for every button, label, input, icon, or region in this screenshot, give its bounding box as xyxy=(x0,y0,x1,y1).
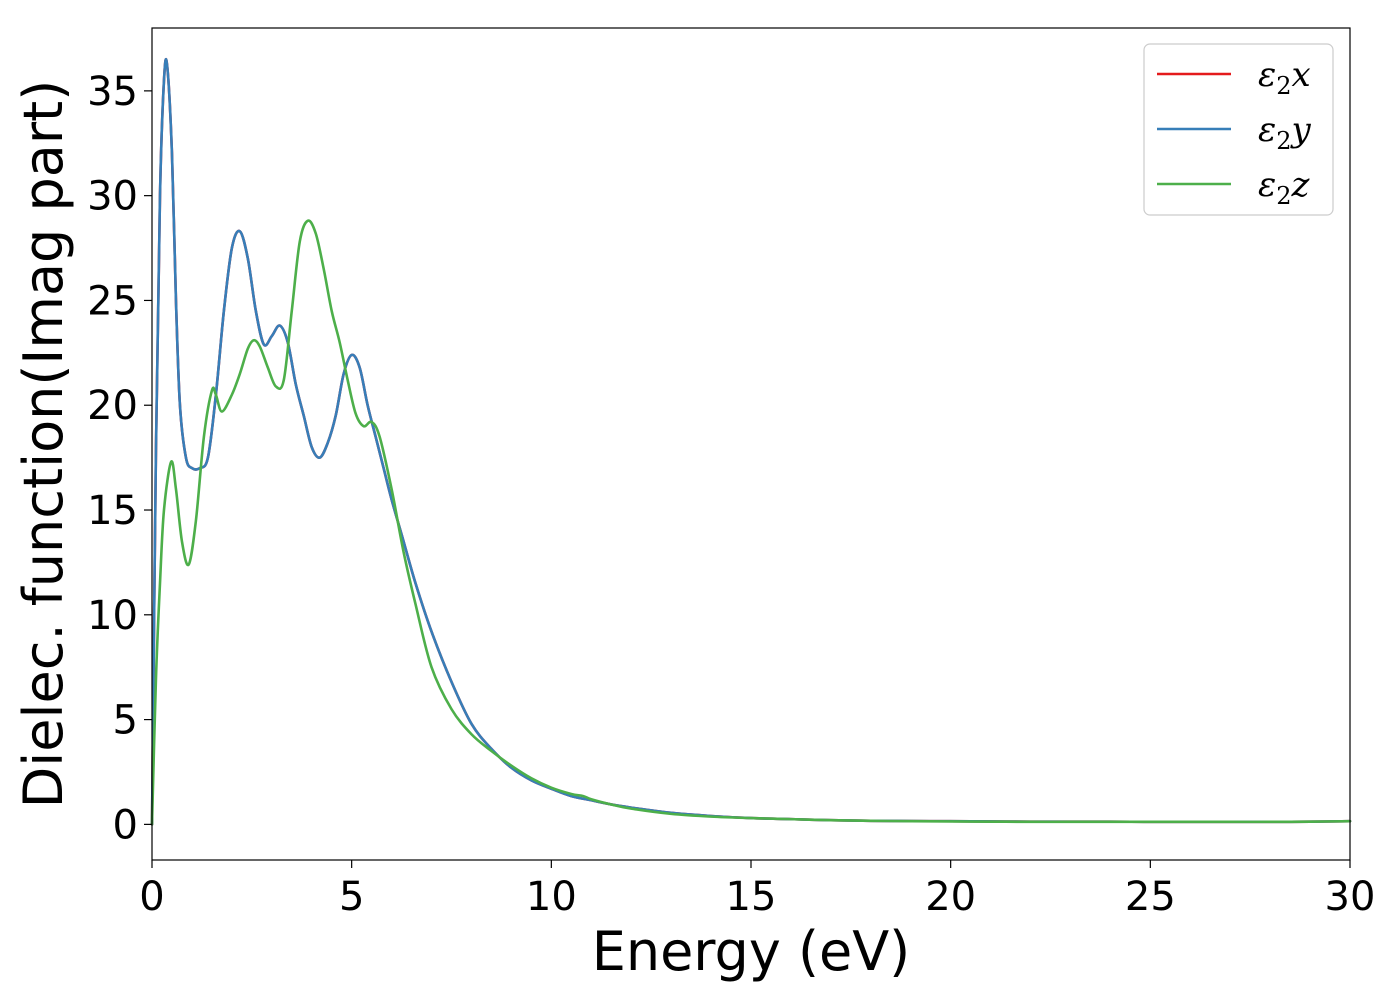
y-tick-label: 5 xyxy=(113,698,138,744)
y-tick-label: 35 xyxy=(87,69,138,115)
y-axis-title: Dielec. function(Imag part) xyxy=(12,80,75,809)
legend-label-y: ε2y xyxy=(1258,110,1312,155)
legend-label-x: ε2x xyxy=(1258,55,1311,100)
y-tick-label: 20 xyxy=(87,383,138,429)
y-axis: 0 5 10 15 20 25 30 35 xyxy=(87,69,152,848)
x-tick-label: 30 xyxy=(1325,874,1376,920)
y-tick-label: 10 xyxy=(87,593,138,639)
legend: ε2x ε2y ε2z xyxy=(1143,43,1334,216)
x-axis-title: Energy (eV) xyxy=(592,920,911,983)
x-tick-label: 25 xyxy=(1125,874,1176,920)
y-tick-label: 25 xyxy=(87,278,138,324)
series-layer xyxy=(150,57,1352,826)
x-tick-label: 20 xyxy=(925,874,976,920)
legend-box xyxy=(1143,43,1334,216)
legend-label-z: ε2z xyxy=(1258,165,1311,210)
y-tick-label: 30 xyxy=(87,174,138,220)
x-tick-label: 15 xyxy=(726,874,777,920)
x-tick-label: 10 xyxy=(526,874,577,920)
series-line-z xyxy=(150,219,1352,826)
y-tick-label: 0 xyxy=(113,802,138,848)
x-axis: 0 5 10 15 20 25 30 xyxy=(139,860,1375,920)
x-tick-label: 5 xyxy=(339,874,364,920)
x-tick-label: 0 xyxy=(139,874,164,920)
y-tick-label: 15 xyxy=(87,488,138,534)
